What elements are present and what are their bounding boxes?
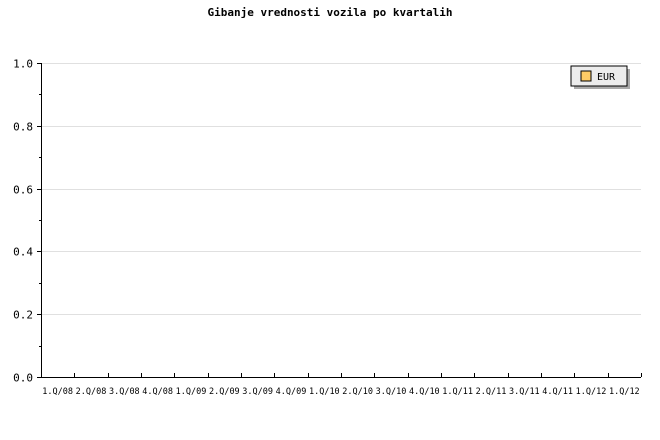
legend-label-eur: EUR xyxy=(597,72,616,83)
x-tick-label: 4.Q/11 xyxy=(542,387,573,397)
chart-title: Gibanje vrednosti vozila po kvartalih xyxy=(207,6,452,19)
x-tick-label: 1.Q/08 xyxy=(42,387,73,397)
y-tick-label: 0.8 xyxy=(13,121,33,134)
x-tick-label: 1.Q/10 xyxy=(309,387,340,397)
y-axis-ticks: 0.0 0.2 0.4 0.6 0.8 1.0 xyxy=(13,58,41,385)
legend: EUR xyxy=(570,65,630,89)
x-tick-label: 1.Q/12 xyxy=(576,387,607,397)
x-tick-label: 1.Q/11 xyxy=(442,387,473,397)
axes xyxy=(41,63,641,378)
x-tick-label: 3.Q/08 xyxy=(109,387,140,397)
x-axis-ticks: 1.Q/08 2.Q/08 3.Q/08 4.Q/08 1.Q/09 2.Q/09 3.Q/… xyxy=(41,373,642,397)
legend-swatch-eur xyxy=(580,70,592,82)
x-tick-label: 1.Q/12 xyxy=(609,387,640,397)
x-tick-label: 4.Q/09 xyxy=(276,387,307,397)
y-tick-label: 0.2 xyxy=(13,309,33,322)
x-tick-label: 3.Q/09 xyxy=(242,387,273,397)
y-tick-label: 1.0 xyxy=(13,58,33,71)
y-tick-label: 0.6 xyxy=(13,184,33,197)
x-tick-label: 4.Q/08 xyxy=(142,387,173,397)
x-tick-label: 1.Q/09 xyxy=(176,387,207,397)
x-tick-label: 4.Q/10 xyxy=(409,387,440,397)
x-tick-label: 3.Q/11 xyxy=(509,387,540,397)
y-tick-label: 0.0 xyxy=(13,372,33,385)
y-tick-label: 0.4 xyxy=(13,246,33,259)
grid xyxy=(41,63,641,315)
x-tick-label: 2.Q/09 xyxy=(209,387,240,397)
x-tick-label: 3.Q/10 xyxy=(376,387,407,397)
x-tick-label: 2.Q/08 xyxy=(76,387,107,397)
x-tick-label: 2.Q/11 xyxy=(476,387,507,397)
x-tick-label: 2.Q/10 xyxy=(342,387,373,397)
